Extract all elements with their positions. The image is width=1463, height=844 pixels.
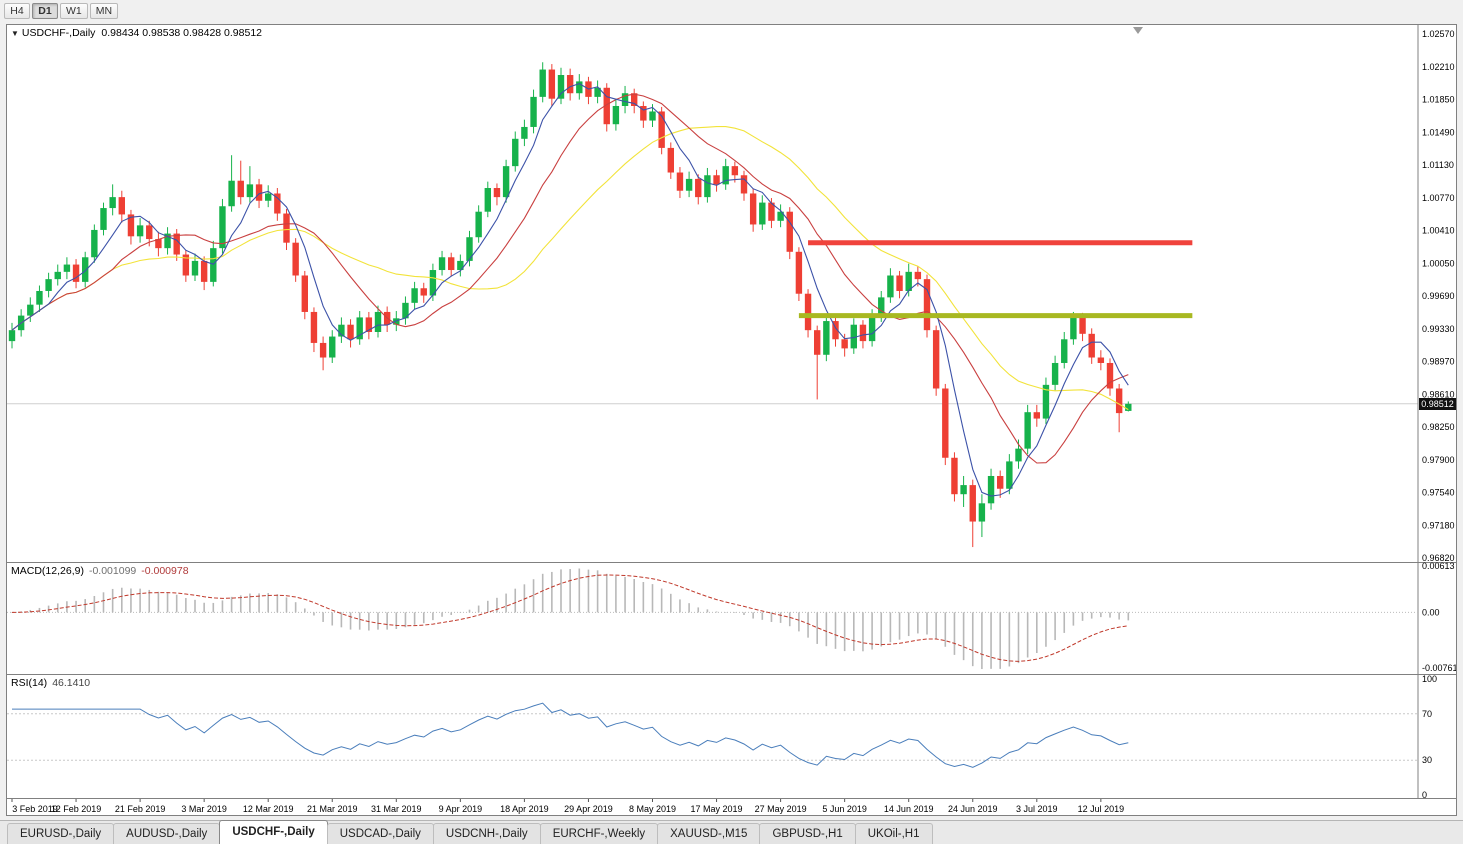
svg-text:1.02210: 1.02210 (1422, 62, 1455, 72)
svg-text:17 May 2019: 17 May 2019 (691, 804, 743, 814)
svg-text:12 Jul 2019: 12 Jul 2019 (1078, 804, 1125, 814)
chart-tab-gbpusd-h1[interactable]: GBPUSD-,H1 (759, 823, 856, 844)
chart-tab-eurusd-daily[interactable]: EURUSD-,Daily (7, 823, 115, 844)
svg-text:0.97180: 0.97180 (1422, 520, 1455, 530)
svg-text:8 May 2019: 8 May 2019 (629, 804, 676, 814)
svg-text:1.00410: 1.00410 (1422, 226, 1455, 236)
svg-text:0.99330: 0.99330 (1422, 324, 1455, 334)
svg-text:1.00050: 1.00050 (1422, 258, 1455, 268)
svg-text:12 Feb 2019: 12 Feb 2019 (51, 804, 102, 814)
svg-text:21 Mar 2019: 21 Mar 2019 (307, 804, 358, 814)
chart-tab-audusd-daily[interactable]: AUDUSD-,Daily (113, 823, 221, 844)
svg-text:100: 100 (1422, 674, 1437, 684)
ma-line-5 (11, 82, 1129, 497)
svg-text:12 Mar 2019: 12 Mar 2019 (243, 804, 294, 814)
svg-text:0.97900: 0.97900 (1422, 455, 1455, 465)
svg-text:9 Apr 2019: 9 Apr 2019 (439, 804, 483, 814)
macd-value-main: -0.001099 (88, 565, 137, 577)
svg-text:0.97540: 0.97540 (1422, 488, 1455, 498)
timeframe-button-d1[interactable]: D1 (32, 3, 58, 19)
symbol-dropdown-icon: ▼ (11, 29, 19, 38)
svg-text:0: 0 (1422, 790, 1427, 800)
ma-line-24 (11, 126, 1129, 411)
macd-indicator-label: MACD(12,26,9) -0.001099 -0.000978 (11, 565, 189, 577)
price-axis: 1.02570 1.02210 1.01850 1.01490 1.01130 1.007… (1422, 29, 1455, 563)
svg-text:0.98610: 0.98610 (1422, 389, 1455, 399)
svg-text:27 May 2019: 27 May 2019 (755, 804, 807, 814)
svg-text:1.01130: 1.01130 (1422, 160, 1454, 170)
svg-text:1.01850: 1.01850 (1422, 95, 1455, 105)
candles-layer (8, 62, 1132, 548)
svg-text:0.00613: 0.00613 (1422, 561, 1455, 571)
timeframe-button-h4[interactable]: H4 (4, 3, 30, 19)
rsi-line (12, 702, 1129, 768)
svg-text:29 Apr 2019: 29 Apr 2019 (564, 804, 613, 814)
rsi-indicator-label: RSI(14) 46.1410 (11, 677, 90, 689)
chart-tab-usdchf-daily[interactable]: USDCHF-,Daily (219, 820, 328, 844)
svg-text:30: 30 (1422, 755, 1432, 765)
svg-text:3 Jul 2019: 3 Jul 2019 (1016, 804, 1058, 814)
svg-text:31 Mar 2019: 31 Mar 2019 (371, 804, 422, 814)
svg-text:24 Jun 2019: 24 Jun 2019 (948, 804, 998, 814)
svg-text:0.00: 0.00 (1422, 607, 1440, 617)
svg-text:0.98970: 0.98970 (1422, 357, 1455, 367)
chart-symbol-period: USDCHF-,Daily (21, 27, 96, 39)
svg-text:70: 70 (1422, 709, 1432, 719)
chart-tab-eurchf-weekly[interactable]: EURCHF-,Weekly (539, 823, 659, 844)
macd-histogram (11, 568, 1130, 670)
svg-text:0.99690: 0.99690 (1422, 291, 1455, 301)
chart-shift-marker-icon (1133, 27, 1143, 34)
chart-window: 1.02570 1.02210 1.01850 1.01490 1.01130 1.007… (6, 24, 1457, 816)
svg-text:1.01490: 1.01490 (1422, 127, 1455, 137)
svg-text:3 Mar 2019: 3 Mar 2019 (181, 804, 227, 814)
chart-tab-bar: EURUSD-,Daily AUDUSD-,Daily USDCHF-,Daily U… (0, 820, 1463, 844)
macd-signal-line (11, 574, 1129, 662)
timeframe-button-w1[interactable]: W1 (60, 3, 88, 19)
chart-tab-usdcad-daily[interactable]: USDCAD-,Daily (326, 823, 434, 844)
ma-line-12 (11, 93, 1129, 464)
svg-text:1.00770: 1.00770 (1422, 193, 1455, 203)
macd-name: MACD(12,26,9) (11, 565, 84, 577)
rsi-axis: 100 70 30 0 (1422, 674, 1437, 800)
macd-value-signal: -0.000978 (141, 565, 189, 577)
svg-text:21 Feb 2019: 21 Feb 2019 (115, 804, 166, 814)
chart-canvas[interactable]: 1.02570 1.02210 1.01850 1.01490 1.01130 1.007… (7, 25, 1456, 815)
svg-text:3 Feb 2019: 3 Feb 2019 (12, 804, 58, 814)
svg-text:0.98250: 0.98250 (1422, 422, 1455, 432)
svg-text:1.02570: 1.02570 (1422, 29, 1455, 39)
chart-tab-ukoil-h1[interactable]: UKOil-,H1 (854, 823, 933, 844)
macd-axis: 0.00613 0.00 -0.00761 (1422, 561, 1456, 673)
rsi-value: 46.1410 (52, 677, 91, 689)
svg-text:14 Jun 2019: 14 Jun 2019 (884, 804, 934, 814)
chart-tab-usdcnh-daily[interactable]: USDCNH-,Daily (432, 823, 541, 844)
chart-title: ▼ USDCHF-,Daily 0.98434 0.98538 0.98428 0.… (11, 27, 262, 39)
svg-text:-0.00761: -0.00761 (1422, 663, 1456, 673)
svg-text:18 Apr 2019: 18 Apr 2019 (500, 804, 549, 814)
current-price-badge: 0.98512 (1419, 398, 1456, 410)
rsi-name: RSI(14) (11, 677, 48, 689)
chart-tab-xauusd-m15[interactable]: XAUUSD-,M15 (657, 823, 761, 844)
timeframe-toolbar: H4 D1 W1 MN (0, 0, 1463, 22)
chart-ohlc-values: 0.98434 0.98538 0.98428 0.98512 (101, 27, 262, 39)
svg-text:0.96820: 0.96820 (1422, 553, 1455, 563)
svg-text:5 Jun 2019: 5 Jun 2019 (822, 804, 867, 814)
timeframe-button-mn[interactable]: MN (89, 3, 119, 19)
